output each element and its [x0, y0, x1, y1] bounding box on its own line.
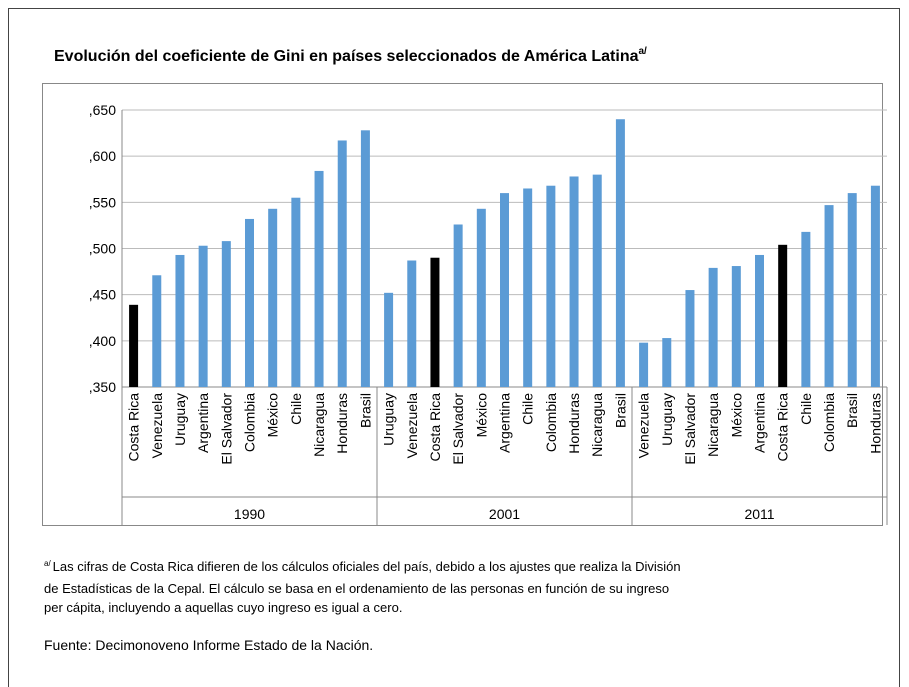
- chart-frame: [42, 83, 883, 526]
- y-tick-label: ,350: [89, 379, 116, 395]
- group-label: 1990: [234, 506, 265, 522]
- footnote-text: de Estadísticas de la Cepal. El cálculo …: [44, 581, 669, 596]
- footnote-line: a/Las cifras de Costa Rica difieren de l…: [44, 559, 681, 574]
- x-tick-label: El Salvador: [218, 393, 234, 465]
- x-tick-label: Colombia: [543, 393, 559, 452]
- y-tick-label: ,550: [89, 194, 116, 210]
- bar: [615, 119, 625, 387]
- bar: [801, 231, 811, 387]
- x-tick-label: Chile: [798, 393, 814, 425]
- bar: [453, 224, 463, 387]
- source: Fuente: Decimonoveno Informe Estado de l…: [44, 637, 373, 653]
- bar: [221, 241, 231, 387]
- title-text: Evolución del coeficiente de Gini en paí…: [54, 48, 639, 65]
- bar: [337, 140, 347, 387]
- y-tick-label: ,600: [89, 148, 116, 164]
- x-tick-label: Argentina: [497, 393, 513, 453]
- x-tick-label: Venezuela: [404, 393, 420, 459]
- bar: [314, 170, 324, 387]
- bar: [129, 304, 139, 387]
- footnote-text: per cápita, incluyendo a aquellas cuyo i…: [44, 600, 402, 615]
- x-tick-label: Costa Rica: [126, 393, 142, 462]
- bar: [870, 185, 880, 387]
- bar: [152, 275, 162, 387]
- bar: [824, 205, 834, 387]
- y-tick-label: ,650: [89, 102, 116, 118]
- x-tick-label: Brasil: [612, 393, 628, 428]
- x-tick-label: Brasil: [357, 393, 373, 428]
- bar: [175, 254, 185, 387]
- y-tick-label: ,450: [89, 287, 116, 303]
- x-tick-label: Brasil: [844, 393, 860, 428]
- bar: [639, 342, 649, 387]
- bar: [245, 218, 254, 387]
- bar: [198, 245, 208, 387]
- bar: [755, 254, 764, 387]
- bar: [476, 208, 486, 387]
- x-tick-label: Venezuela: [636, 393, 652, 459]
- x-tick-label: Uruguay: [172, 393, 188, 446]
- x-tick-label: México: [728, 393, 744, 438]
- bar: [731, 266, 741, 387]
- bar: [291, 197, 301, 387]
- group-label: 2011: [744, 506, 774, 522]
- x-tick-label: Venezuela: [149, 393, 165, 459]
- x-tick-label: Chile: [520, 393, 536, 425]
- x-tick-label: Costa Rica: [775, 393, 791, 462]
- bar: [708, 267, 718, 387]
- y-tick-label: ,500: [89, 241, 116, 257]
- footnote-marker: a/: [44, 559, 51, 568]
- title-note: a/: [639, 46, 648, 57]
- bar: [268, 208, 278, 387]
- bar: [847, 193, 857, 387]
- bar: [523, 188, 533, 387]
- x-tick-label: Nicaragua: [311, 393, 327, 457]
- x-tick-label: El Salvador: [450, 393, 466, 465]
- footnote-text: Las cifras de Costa Rica difieren de los…: [53, 559, 681, 574]
- y-tick-label: ,400: [89, 333, 116, 349]
- bar: [360, 130, 370, 387]
- x-tick-label: Honduras: [566, 393, 582, 454]
- x-tick-label: Costa Rica: [427, 393, 443, 462]
- x-tick-label: México: [473, 393, 489, 438]
- x-tick-label: Colombia: [821, 393, 837, 452]
- x-tick-label: Uruguay: [659, 393, 675, 446]
- x-tick-label: Nicaragua: [589, 393, 605, 457]
- x-tick-label: El Salvador: [682, 393, 698, 465]
- x-tick-label: Honduras: [867, 393, 883, 454]
- bar: [430, 257, 440, 387]
- bar: [546, 185, 556, 387]
- bar: [662, 338, 672, 387]
- x-tick-label: Chile: [288, 393, 304, 425]
- x-tick-label: Argentina: [195, 393, 211, 453]
- bar: [685, 290, 695, 387]
- chart-title: Evolución del coeficiente de Gini en paí…: [54, 46, 647, 65]
- bar: [384, 292, 394, 387]
- bar: [407, 260, 417, 387]
- x-tick-label: Nicaragua: [705, 393, 721, 457]
- x-tick-label: Argentina: [752, 393, 768, 453]
- group-label: 2001: [489, 506, 520, 522]
- x-tick-label: Honduras: [334, 393, 350, 454]
- x-tick-label: Uruguay: [381, 393, 397, 446]
- bar: [778, 244, 788, 387]
- bar: [569, 176, 579, 387]
- bar: [500, 193, 509, 387]
- x-tick-label: Colombia: [242, 393, 258, 452]
- bar: [592, 174, 602, 387]
- x-tick-label: México: [265, 393, 281, 438]
